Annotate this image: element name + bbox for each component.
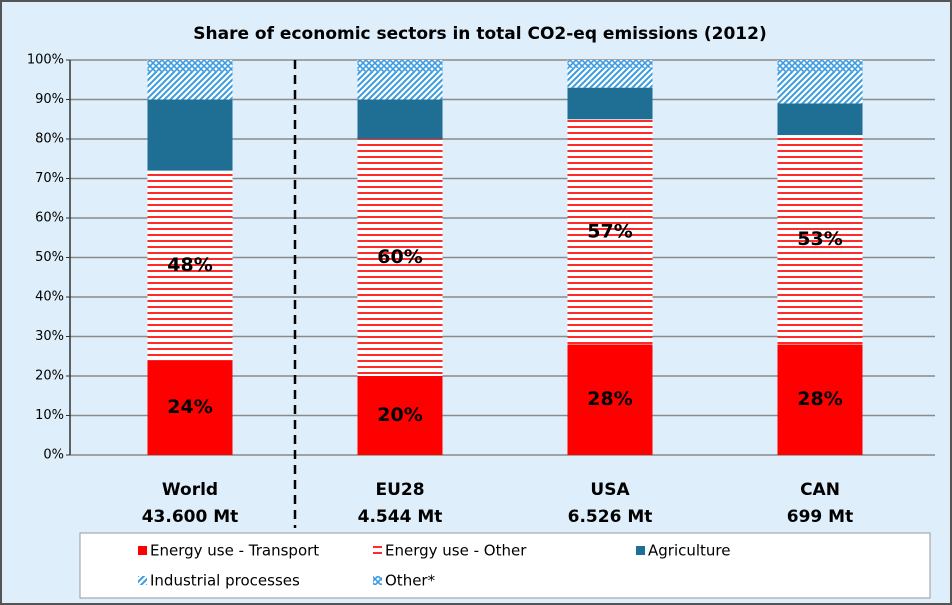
data-label: 24% [167,396,212,418]
legend-label: Other* [385,572,436,590]
bar-segment [567,87,653,120]
bar-segment [357,60,443,72]
legend-label: Agriculture [648,542,731,560]
bar-segment [567,60,653,68]
data-label: 48% [167,254,212,276]
data-label: 57% [587,220,632,242]
data-label: 28% [797,388,842,410]
bar-segment [777,344,863,455]
bar-segment [567,344,653,455]
legend-box [79,532,931,599]
bar-segment [357,139,443,376]
bar-segment [777,71,863,104]
bar-segment [147,360,233,455]
bar-segment [357,376,443,455]
x-tick-label: World [162,480,218,500]
legend-label: Industrial processes [150,572,300,590]
legend-label: Energy use - Transport [150,542,319,560]
legend-swatch [138,546,147,555]
data-label: 28% [587,388,632,410]
y-tick-label: 70% [35,171,64,186]
bar-segment [147,99,233,171]
y-tick-label: 10% [35,408,64,423]
x-tick-sublabel: 6.526 Mt [568,507,653,527]
bar-segment [567,119,653,345]
x-tick-label: CAN [800,480,840,500]
bar-segment [777,60,863,72]
chart-title: Share of economic sectors in total CO2-e… [193,24,766,44]
data-label: 53% [797,228,842,250]
x-tick-sublabel: 699 Mt [787,507,853,527]
y-tick-label: 20% [35,369,64,384]
legend-swatch [138,576,147,585]
bar-segment [147,170,233,361]
bar-segment [147,60,233,72]
y-tick-label: 0% [43,448,64,463]
legend-label: Energy use - Other [385,542,527,560]
y-tick-label: 100% [27,53,64,68]
y-tick-label: 90% [35,92,64,107]
bar-segment [357,71,443,100]
x-tick-sublabel: 4.544 Mt [358,507,443,527]
x-tick-label: EU28 [375,480,424,500]
bar-segment [777,135,863,345]
y-tick-label: 40% [35,290,64,305]
data-label: 20% [377,404,422,426]
y-tick-label: 50% [35,250,64,265]
bar-segment [567,67,653,88]
y-tick-label: 60% [35,211,64,226]
bar-segment [147,71,233,100]
y-tick-label: 80% [35,132,64,147]
x-tick-sublabel: 43.600 Mt [142,507,239,527]
x-tick-label: USA [590,480,630,500]
y-tick-label: 30% [35,329,64,344]
legend-swatch [373,546,382,555]
legend-swatch [636,546,645,555]
bar-segment [777,103,863,136]
data-label: 60% [377,246,422,268]
bar-segment [357,99,443,139]
legend-swatch [373,576,382,585]
